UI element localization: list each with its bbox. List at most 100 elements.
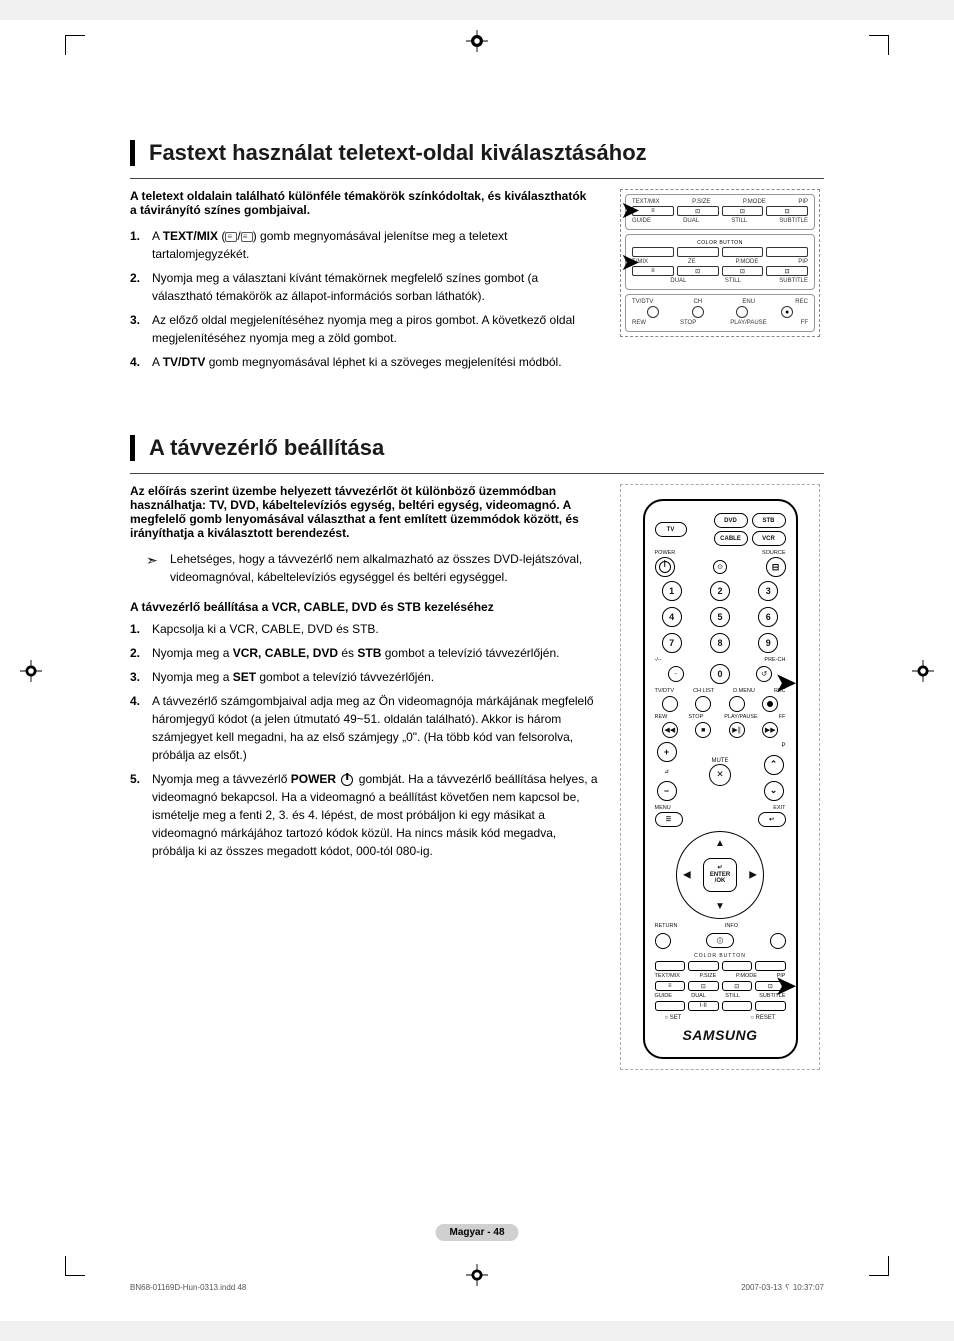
rew-button: ◀◀ (662, 722, 678, 738)
nav-ring: ▲ ▼ ◀ ▶ ↵ ENTER /OK (676, 831, 764, 919)
step-body: Nyomja meg a SET gombot a televízió távv… (152, 668, 600, 686)
dash-button: - (668, 666, 684, 682)
note-text: Lehetséges, hogy a távvezérlő nem alkalm… (170, 550, 600, 586)
remote-panel: ➤ TEXT/MIX P.SIZE P.MODE PIP ≡ ⊡ ⊡ (625, 194, 815, 230)
crop-mark-icon (65, 35, 85, 55)
button-icon: ⊡ (722, 266, 764, 276)
info-button: ⓘ (706, 933, 734, 948)
section-title: A távvezérlő beállítása (130, 435, 824, 461)
enter-button: ↵ ENTER /OK (703, 858, 737, 892)
step-body: A TEXT/MIX (/) gomb megnyomásával jelení… (152, 227, 600, 263)
section-fastext: Fastext használat teletext-oldal kiválas… (130, 140, 824, 385)
step-body: Nyomja meg a távvezérlő POWER gombját. H… (152, 770, 600, 860)
stop-button: ■ (695, 722, 711, 738)
button-icon: ⊡ (677, 266, 719, 276)
step-number: 3. (130, 311, 152, 329)
color-button-icon (677, 247, 719, 257)
page-footer: Magyar - 48 (435, 1224, 518, 1241)
mute-button: ✕ (709, 764, 731, 786)
digit-button: 4 (662, 607, 682, 627)
digit-button: 0 (710, 664, 730, 684)
color-button-icon (766, 247, 808, 257)
mode-cable-button: CABLE (714, 531, 748, 546)
remote-illustration: ➤ ➤ TV DVD STB (643, 499, 798, 1059)
step-number: 4. (130, 353, 152, 371)
extra-button (770, 933, 786, 949)
button-icon (692, 306, 704, 318)
pmode-button: ⊡ (722, 981, 753, 991)
registration-mark-icon (466, 30, 488, 52)
crop-mark-icon (869, 1256, 889, 1276)
crop-mark-icon (65, 1256, 85, 1276)
tvdtv-button (662, 696, 678, 712)
step-number: 4. (130, 692, 152, 710)
mode-dvd-button: DVD (714, 513, 748, 528)
list-item: 3. Az előző oldal megjelenítéséhez nyomj… (130, 311, 600, 347)
step-body: A távvezérlő számgombjaival adja meg az … (152, 692, 600, 764)
prech-button: ↺ (756, 666, 772, 682)
reset-label: ○ RESET (750, 1015, 775, 1021)
digit-button: 6 (758, 607, 778, 627)
ch-up-button: ⌃ (764, 755, 784, 775)
still-button (722, 1001, 753, 1011)
registration-mark-icon (20, 660, 42, 682)
psize-button: ⊡ (688, 981, 719, 991)
pointer-arrow-icon: ➤ (774, 978, 797, 995)
print-meta: BN68-01169D-Hun-0313.indd 48 2007-03-13 … (130, 1283, 824, 1293)
nav-up-icon: ▲ (715, 838, 725, 849)
remote-panel: ➤ COLOR BUTTON T/MIX ZE P (625, 234, 815, 290)
button-icon: ⊡ (722, 206, 764, 216)
teletext-icon (225, 232, 237, 242)
mode-stb-button: STB (752, 513, 786, 528)
step-body: A TV/DTV gomb megnyomásával léphet ki a … (152, 353, 600, 371)
guide-button (655, 1001, 686, 1011)
remote-panel-figure: ➤ TEXT/MIX P.SIZE P.MODE PIP ≡ ⊡ ⊡ (620, 189, 820, 385)
step-number: 2. (130, 644, 152, 662)
power-button (655, 557, 675, 577)
registration-mark-icon (912, 660, 934, 682)
list-item: 5. Nyomja meg a távvezérlő POWER gombját… (130, 770, 600, 860)
nav-right-icon: ▶ (749, 870, 757, 881)
exit-button: ↩ (758, 812, 786, 827)
step-body: Nyomja meg a VCR, CABLE, DVD és STB gomb… (152, 644, 600, 662)
dmenu-button (729, 696, 745, 712)
button-icon: ⊡ (677, 206, 719, 216)
nav-left-icon: ◀ (683, 870, 691, 881)
pointer-arrow-icon: ➤ (774, 675, 797, 692)
page-content: Fastext használat teletext-oldal kiválas… (70, 80, 884, 1150)
intro-text: Az előírás szerint üzembe helyezett távv… (130, 484, 590, 540)
remote-figure: ➤ ➤ TV DVD STB (620, 484, 820, 1070)
textmix-button: ≡ (655, 981, 686, 991)
rec-button-icon: ● (781, 306, 793, 318)
list-item: 3. Nyomja meg a SET gombot a televízió t… (130, 668, 600, 686)
mode-vcr-button: VCR (752, 531, 786, 546)
source-button: ⊟ (766, 557, 786, 577)
vol-up-button: + (657, 742, 677, 762)
color-red-button (655, 961, 686, 971)
step-body: Nyomja meg a választani kívánt témakörne… (152, 269, 600, 305)
button-icon (647, 306, 659, 318)
divider (130, 473, 824, 474)
nav-down-icon: ▼ (715, 901, 725, 912)
playpause-button: ▶∥ (729, 722, 745, 738)
menu-button: ☰ (655, 812, 683, 827)
step-list: 1. A TEXT/MIX (/) gomb megnyomásával jel… (130, 227, 600, 371)
subtitle-button (755, 1001, 786, 1011)
dual-button: I·II (688, 1001, 719, 1011)
indicator-icon: ⊙ (713, 560, 727, 574)
section-remote-setup: A távvezérlő beállítása Az előírás szeri… (130, 435, 824, 1070)
chlist-button (695, 696, 711, 712)
digit-button: 3 (758, 581, 778, 601)
digit-button: 1 (662, 581, 682, 601)
section-title: Fastext használat teletext-oldal kiválas… (130, 140, 824, 166)
crop-mark-icon (869, 35, 889, 55)
sub-heading: A távvezérlő beállítása a VCR, CABLE, DV… (130, 600, 600, 614)
page: Fastext használat teletext-oldal kiválas… (0, 20, 954, 1321)
step-body: Kapcsolja ki a VCR, CABLE, DVD és STB. (152, 620, 600, 638)
brand-label: SAMSUNG (655, 1027, 786, 1043)
pointer-arrow-icon: ➤ (620, 257, 640, 269)
step-number: 2. (130, 269, 152, 287)
button-icon: ⊡ (766, 206, 808, 216)
color-green-button (688, 961, 719, 971)
list-item: 1. A TEXT/MIX (/) gomb megnyomásával jel… (130, 227, 600, 263)
